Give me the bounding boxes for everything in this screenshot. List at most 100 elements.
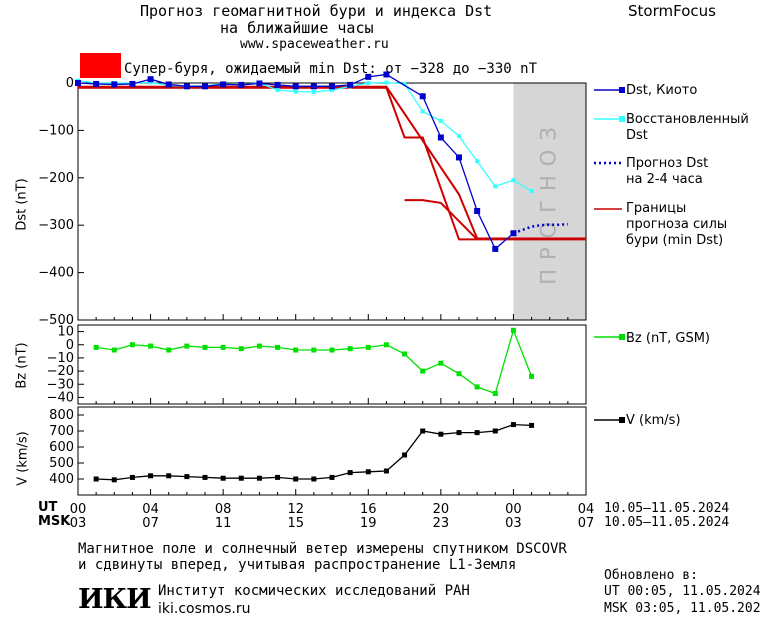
msk-tick-label: 03	[70, 516, 87, 531]
v-point	[148, 473, 154, 479]
legend-bz-swatch-marker	[619, 334, 625, 340]
dst-kyoto-point	[111, 81, 118, 88]
ut-tick-label: 00	[70, 502, 87, 517]
dst-recon-point	[275, 88, 280, 93]
dst-kyoto-point	[347, 81, 354, 88]
footer-note-line1: Магнитное поле и солнечный ветер измерен…	[78, 541, 567, 557]
y-tick-label: 700	[49, 424, 74, 439]
dst-recon-point	[148, 80, 153, 85]
alert-color-swatch	[80, 53, 121, 78]
v-point	[220, 475, 226, 481]
v-point	[492, 428, 498, 434]
storm-bound-line	[78, 86, 586, 241]
updated-msk: MSK 03:05, 11.05.2024	[604, 601, 760, 616]
dst-kyoto-point	[437, 134, 444, 141]
ut-tick-label: 16	[360, 502, 377, 517]
site-url[interactable]: www.spaceweather.ru	[240, 37, 389, 52]
storm-bound-line	[404, 199, 478, 241]
y-tick-label: 600	[49, 440, 74, 455]
y-tick-label: −20	[47, 364, 74, 379]
dst-kyoto-line	[77, 73, 514, 250]
v-point	[329, 474, 335, 480]
dst-recon-point	[293, 89, 298, 94]
dst-recon-point	[330, 88, 334, 93]
v-point	[129, 474, 135, 480]
plot-frame	[77, 82, 587, 321]
bz-point	[420, 368, 426, 374]
v-point	[402, 452, 408, 458]
bz-point	[510, 327, 516, 333]
dst-kyoto-point	[220, 81, 227, 88]
dst-kyoto-point	[129, 80, 136, 87]
v-point	[202, 474, 208, 480]
legend-dst-forecast-1: Прогноз Dst	[626, 156, 709, 171]
y-tick-label: 800	[49, 408, 74, 423]
bz-point	[347, 346, 353, 352]
msk-tick-label: 23	[433, 516, 450, 531]
iki-logo: ИКИ	[78, 584, 152, 615]
ut-tick-label: 04	[142, 502, 159, 517]
bz-point	[365, 344, 371, 350]
legend-dst-recon-swatch-marker	[619, 116, 625, 122]
ut-tick-label: 12	[287, 502, 304, 517]
v-point	[238, 475, 244, 481]
dst-kyoto-point	[75, 80, 81, 86]
v-line	[96, 423, 532, 481]
dst-kyoto-point	[183, 83, 190, 90]
msk-tick-label: 07	[578, 516, 595, 531]
legend-bounds-3: бури (min Dst)	[626, 233, 724, 248]
dst-panel: ПРОГНОЗ 0 −100 −200 −300 −400 −500	[38, 71, 587, 328]
dst-kyoto-point	[165, 81, 172, 88]
storm-bound-line	[78, 85, 586, 240]
v-point	[347, 470, 353, 476]
dst-kyoto-point	[238, 81, 245, 88]
bz-point	[148, 343, 154, 349]
v-point	[383, 468, 389, 474]
date-range-ut: 10.05–11.05.2024	[604, 501, 730, 516]
dst-kyoto-point	[329, 83, 335, 90]
institute-url[interactable]: iki.cosmos.ru	[158, 601, 251, 617]
institute-name: Институт космических исследований РАН	[158, 583, 470, 599]
y-tick-label: 400	[49, 472, 74, 487]
msk-tick-label: 15	[287, 516, 304, 531]
msk-tick-label: 19	[360, 516, 377, 531]
chart-subtitle: на ближайшие часы	[220, 19, 374, 37]
forecast-band	[513, 83, 586, 320]
ut-tick-label: 08	[215, 502, 232, 517]
v-point	[456, 430, 462, 436]
updated-label: Обновлено в:	[604, 568, 698, 583]
v-point	[166, 473, 172, 479]
dst-recon-point	[511, 178, 516, 183]
bz-point	[166, 347, 172, 353]
dst-recon-point	[366, 81, 371, 85]
bz-point	[93, 344, 99, 350]
dst-kyoto-point	[492, 245, 499, 252]
bz-point	[329, 347, 335, 353]
bz-point	[383, 342, 389, 348]
v-point	[93, 476, 99, 482]
dst-kyoto-point	[474, 207, 481, 214]
bz-point	[293, 347, 299, 353]
bz-point	[402, 351, 408, 357]
y-tick-label: 0	[66, 76, 74, 91]
v-point	[293, 476, 299, 482]
msk-label: MSK	[38, 514, 71, 529]
chart-title: Прогноз геомагнитной бури и индекса Dst	[140, 2, 493, 20]
y-tick-label: −400	[38, 266, 74, 281]
dst-recon-point	[311, 90, 316, 95]
y-tick-label: −30	[47, 377, 74, 392]
y-tick-label: 10	[57, 325, 74, 340]
bz-point	[202, 344, 208, 350]
dst-recon-point	[438, 118, 443, 123]
v-point	[420, 428, 426, 434]
dst-recon-line	[77, 79, 532, 192]
dst-forecast-line	[512, 223, 568, 235]
footer-note-line2: и сдвинуты вперед, учитывая распростране…	[78, 557, 517, 573]
dst-kyoto-point	[365, 73, 372, 80]
dst-kyoto-point	[202, 83, 208, 90]
dst-kyoto-point	[256, 80, 263, 87]
legend-v: V (km/s)	[626, 413, 681, 428]
dst-recon-point	[529, 189, 534, 194]
